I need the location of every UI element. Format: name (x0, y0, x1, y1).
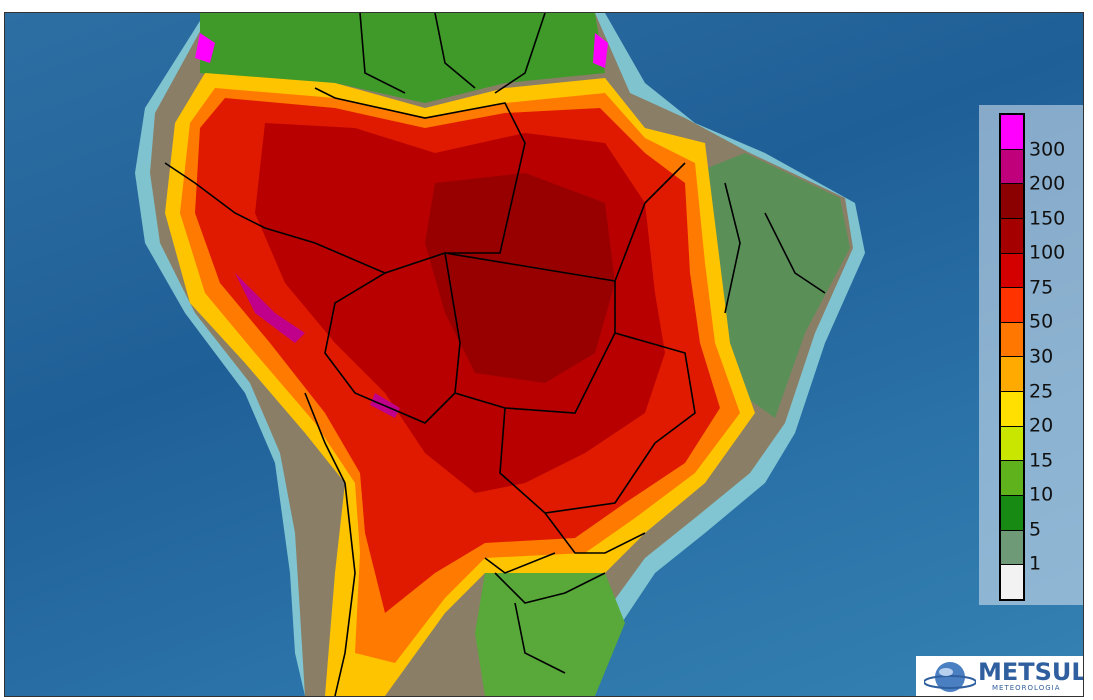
legend-swatch (1001, 184, 1023, 219)
legend-swatch (1001, 357, 1023, 393)
legend-label: 10 (1029, 483, 1054, 506)
legend-label: 5 (1029, 518, 1042, 541)
rain-zone-magenta-2 (593, 33, 608, 68)
globe-logo-icon (924, 662, 976, 692)
legend-label: 1 (1029, 552, 1042, 575)
logo-name: METSUL (978, 658, 1084, 686)
rain-zone-green-south (475, 573, 625, 696)
legend-label: 15 (1029, 449, 1054, 472)
legend-swatch (1001, 322, 1023, 358)
legend-label: 150 (1029, 207, 1066, 230)
legend-label: 100 (1029, 241, 1066, 264)
legend-label: 300 (1029, 138, 1066, 161)
legend-label: 25 (1029, 380, 1054, 403)
political-borders (164, 13, 826, 696)
rain-zone-magenta-1 (195, 33, 215, 63)
legend-swatch (1001, 218, 1023, 254)
legend-swatch (1001, 461, 1023, 497)
legend-swatch (1001, 288, 1023, 323)
legend-swatch (1001, 496, 1023, 531)
legend-label: 75 (1029, 276, 1054, 299)
legend-label: 20 (1029, 414, 1054, 437)
legend-label: 50 (1029, 310, 1054, 333)
legend-swatch (1001, 530, 1023, 566)
logo-subtitle: METEOROLOGIA (992, 684, 1061, 692)
legend-color-bar (999, 113, 1025, 601)
legend-swatch (1001, 426, 1023, 462)
legend-swatch (1001, 115, 1023, 150)
legend-label: 200 (1029, 172, 1066, 195)
rain-zone-maroon (425, 173, 615, 383)
precipitation-map (135, 13, 865, 696)
rain-zone-magenta-3 (235, 273, 305, 343)
metsul-logo: METSUL METEOROLOGIA (916, 656, 1083, 696)
legend-swatch (1001, 149, 1023, 185)
legend-swatch (1001, 253, 1023, 289)
map-frame: 300 200 150 100 75 50 30 25 20 15 10 5 1 METSUL METE… (4, 12, 1084, 697)
legend-swatch (1001, 565, 1023, 599)
legend-panel: 300 200 150 100 75 50 30 25 20 15 10 5 1 (979, 105, 1083, 605)
legend-swatch (1001, 392, 1023, 427)
legend-label: 30 (1029, 345, 1054, 368)
